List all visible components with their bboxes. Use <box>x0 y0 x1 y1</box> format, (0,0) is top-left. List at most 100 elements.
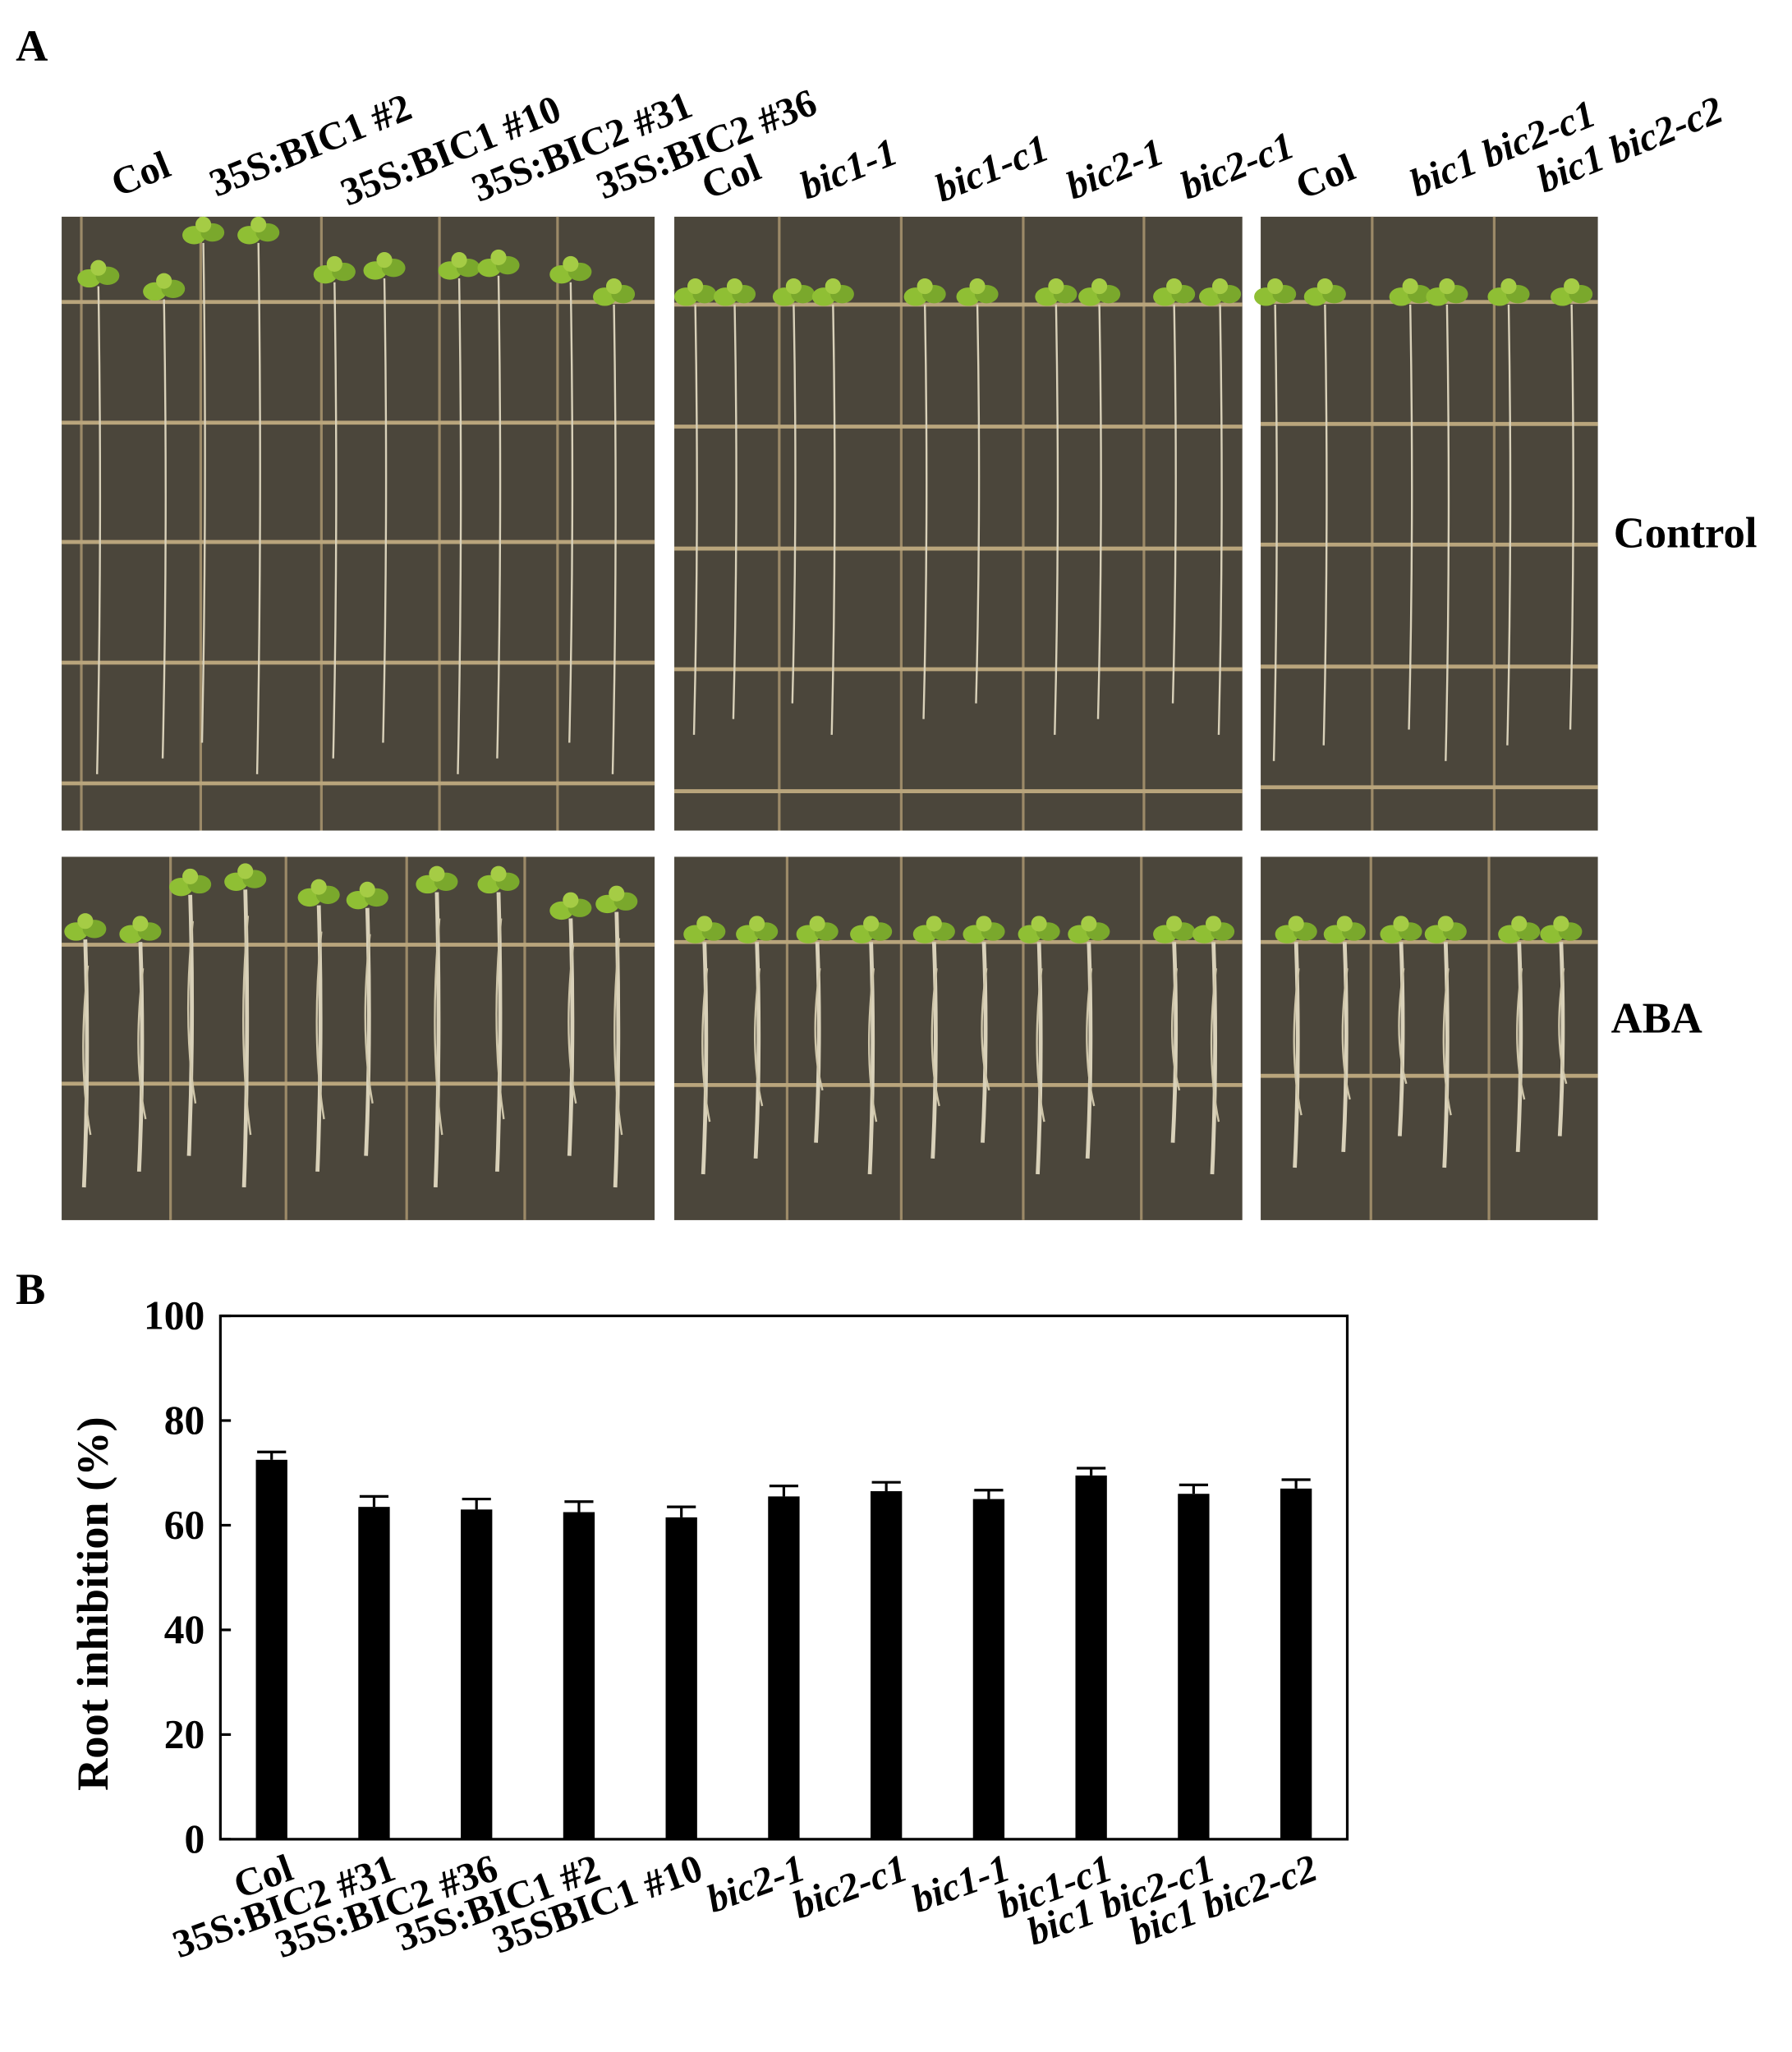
leaf <box>1166 916 1183 932</box>
root <box>867 942 875 1175</box>
leaf <box>451 252 467 269</box>
root <box>567 944 577 1104</box>
plate <box>674 216 1243 831</box>
leaf <box>326 255 342 273</box>
leaf <box>696 916 713 932</box>
leaf <box>90 259 107 276</box>
leaf <box>1511 916 1528 932</box>
root <box>242 916 252 1136</box>
root <box>567 918 575 1156</box>
root <box>186 894 195 1156</box>
root <box>791 304 797 704</box>
root <box>1171 304 1177 704</box>
bar <box>1178 1494 1210 1839</box>
leaf <box>250 216 267 233</box>
root <box>701 968 711 1122</box>
root <box>1210 968 1220 1122</box>
leaf <box>429 865 445 882</box>
leaf <box>1393 916 1409 932</box>
leaf <box>359 881 375 897</box>
leaf <box>563 892 579 908</box>
root <box>1341 968 1351 1100</box>
leaf <box>563 255 579 273</box>
x-tick-label: bic2-c1 <box>788 1846 913 1927</box>
y-tick-label: 80 <box>164 1398 205 1443</box>
root <box>186 920 197 1104</box>
root <box>930 942 938 1159</box>
y-tick-label: 100 <box>144 1292 204 1338</box>
root <box>1516 968 1526 1100</box>
root <box>975 304 981 704</box>
root <box>814 968 824 1091</box>
leaf <box>310 879 327 895</box>
root <box>867 968 878 1122</box>
bar <box>768 1496 800 1839</box>
leaf <box>490 249 507 266</box>
leaf <box>976 916 992 932</box>
root <box>255 242 261 774</box>
leaf <box>917 278 933 295</box>
root <box>495 918 505 1120</box>
bar <box>1075 1475 1107 1839</box>
root <box>1036 942 1043 1175</box>
root <box>81 939 90 1188</box>
plate <box>62 216 655 831</box>
root <box>382 278 388 743</box>
root <box>1442 942 1450 1168</box>
column-label: bic1-c1 <box>929 126 1055 211</box>
root <box>1515 942 1523 1152</box>
root <box>1272 304 1278 761</box>
root <box>1170 968 1181 1091</box>
leaf <box>1205 916 1222 932</box>
leaf <box>156 273 172 289</box>
root <box>1085 942 1093 1159</box>
leaf <box>609 885 625 902</box>
leaf <box>969 278 986 295</box>
root <box>981 968 990 1091</box>
column-label: Col <box>1289 145 1360 208</box>
root <box>830 304 836 735</box>
bar <box>665 1517 697 1839</box>
y-tick-label: 60 <box>164 1502 205 1547</box>
leaf <box>77 913 94 930</box>
root <box>1054 304 1059 735</box>
root <box>1557 942 1565 1136</box>
leaf <box>1081 916 1097 932</box>
leaf <box>1336 916 1353 932</box>
root <box>1086 968 1096 1107</box>
root <box>1569 304 1574 730</box>
leaf <box>1564 278 1580 295</box>
row-label: ABA <box>1611 994 1702 1042</box>
column-label: bic1-1 <box>794 130 903 208</box>
root <box>930 968 940 1107</box>
leaf <box>1031 916 1047 932</box>
root <box>1558 968 1568 1085</box>
root <box>692 304 698 735</box>
leaf <box>605 278 623 295</box>
leaf <box>1316 278 1333 295</box>
y-axis-title: Root inhibition (%) <box>68 1416 117 1791</box>
leaf <box>687 278 704 295</box>
root <box>922 304 928 719</box>
root <box>137 968 147 1120</box>
root <box>814 942 821 1143</box>
root <box>1096 304 1102 719</box>
root <box>754 968 764 1107</box>
root <box>457 278 462 774</box>
root <box>611 304 617 774</box>
leaf <box>1166 278 1183 295</box>
leaf <box>1267 278 1284 295</box>
root <box>1170 942 1179 1143</box>
root <box>568 282 574 743</box>
bar <box>358 1507 390 1839</box>
leaf <box>749 916 765 932</box>
leaf <box>376 252 393 269</box>
root <box>200 242 206 743</box>
root <box>1036 968 1045 1122</box>
root <box>753 942 761 1159</box>
plates <box>62 216 1598 1220</box>
root <box>1293 942 1300 1168</box>
leaf <box>1439 278 1455 295</box>
